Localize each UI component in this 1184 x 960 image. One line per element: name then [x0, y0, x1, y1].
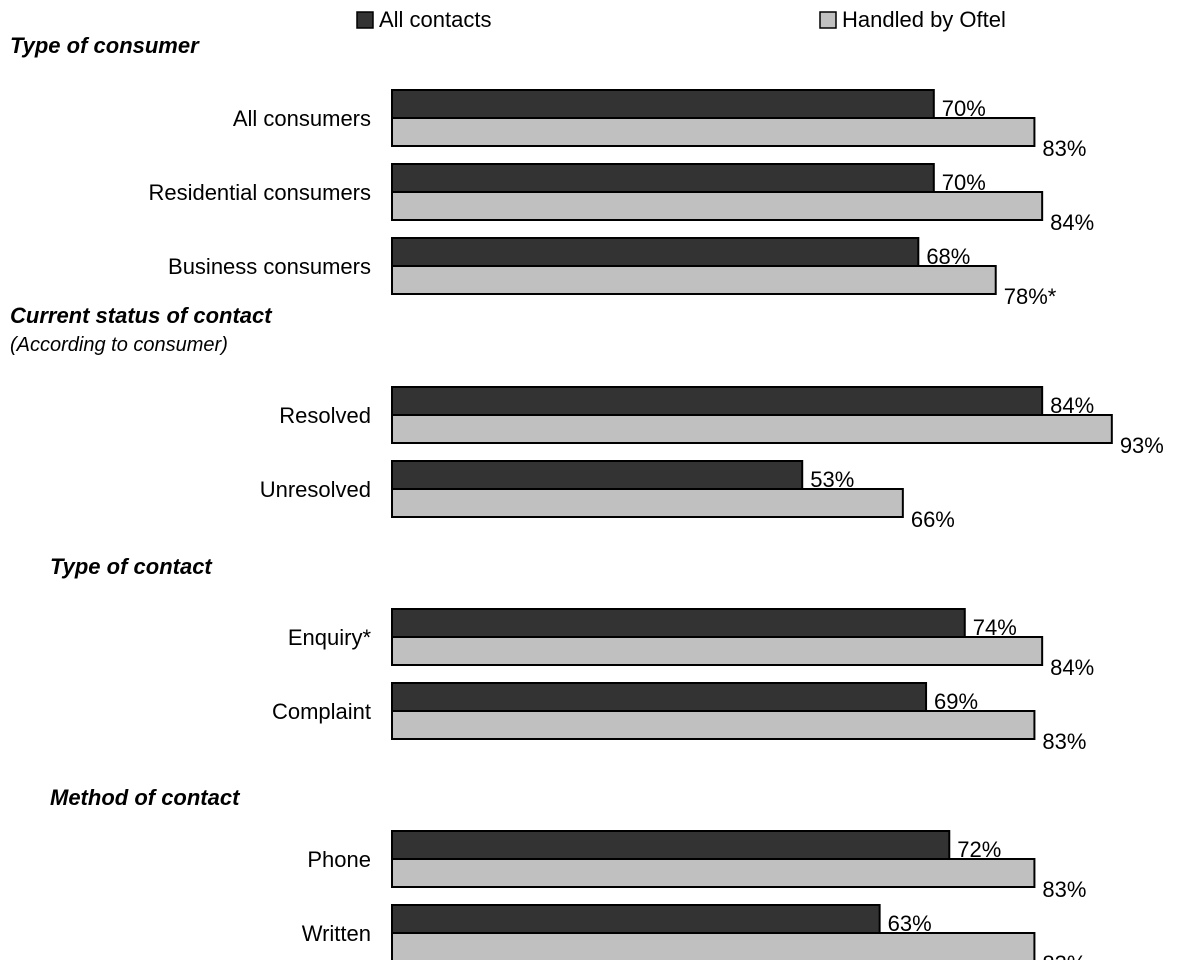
- bar-resolved-handled-by-oftel: [392, 415, 1112, 443]
- data-label-written-handled-by-oftel: 83%: [1042, 951, 1086, 960]
- group-heading-type-of-contact: Type of contact: [50, 554, 213, 579]
- category-label-business-consumers: Business consumers: [168, 254, 371, 279]
- bar-written-handled-by-oftel: [392, 933, 1034, 960]
- bar-written-all-contacts: [392, 905, 880, 933]
- legend-label-handled-by-oftel: Handled by Oftel: [842, 7, 1006, 32]
- group-heading-current-status: Current status of contact: [10, 303, 273, 328]
- category-label-enquiry: Enquiry*: [288, 625, 372, 650]
- bar-phone-all-contacts: [392, 831, 949, 859]
- bar-residential-consumers-all-contacts: [392, 164, 934, 192]
- data-label-business-consumers-handled-by-oftel: 78%*: [1004, 284, 1057, 309]
- category-label-resolved: Resolved: [279, 403, 371, 428]
- bar-phone-handled-by-oftel: [392, 859, 1034, 887]
- data-label-resolved-handled-by-oftel: 93%: [1120, 433, 1164, 458]
- data-label-phone-handled-by-oftel: 83%: [1042, 877, 1086, 902]
- data-label-unresolved-handled-by-oftel: 66%: [911, 507, 955, 532]
- bar-all-consumers-all-contacts: [392, 90, 934, 118]
- legend-label-all-contacts: All contacts: [379, 7, 492, 32]
- data-label-residential-consumers-handled-by-oftel: 84%: [1050, 210, 1094, 235]
- data-label-complaint-handled-by-oftel: 83%: [1042, 729, 1086, 754]
- bar-enquiry-handled-by-oftel: [392, 637, 1042, 665]
- bar-business-consumers-handled-by-oftel: [392, 266, 996, 294]
- group-subheading-current-status: (According to consumer): [10, 334, 228, 356]
- bar-resolved-all-contacts: [392, 387, 1042, 415]
- category-label-phone: Phone: [307, 847, 371, 872]
- category-label-all-consumers: All consumers: [233, 106, 371, 131]
- category-label-written: Written: [302, 921, 371, 946]
- bar-enquiry-all-contacts: [392, 609, 965, 637]
- bar-residential-consumers-handled-by-oftel: [392, 192, 1042, 220]
- group-heading-type-of-consumer: Type of consumer: [10, 33, 200, 58]
- legend: All contacts Handled by Oftel: [357, 7, 1006, 32]
- category-label-complaint: Complaint: [272, 699, 371, 724]
- group-heading-method-of-contact: Method of contact: [50, 785, 241, 810]
- bar-unresolved-all-contacts: [392, 461, 802, 489]
- category-label-unresolved: Unresolved: [260, 477, 371, 502]
- legend-swatch-handled-by-oftel: [820, 12, 836, 28]
- data-label-all-consumers-handled-by-oftel: 83%: [1042, 136, 1086, 161]
- bar-complaint-handled-by-oftel: [392, 711, 1034, 739]
- bar-complaint-all-contacts: [392, 683, 926, 711]
- legend-swatch-all-contacts: [357, 12, 373, 28]
- data-label-enquiry-handled-by-oftel: 84%: [1050, 655, 1094, 680]
- bar-all-consumers-handled-by-oftel: [392, 118, 1034, 146]
- category-label-residential-consumers: Residential consumers: [148, 180, 371, 205]
- group-headings: Type of consumer Current status of conta…: [10, 33, 273, 810]
- bars-layer: All consumers 70%83%Residential consumers…: [148, 90, 1163, 960]
- bar-unresolved-handled-by-oftel: [392, 489, 903, 517]
- bar-business-consumers-all-contacts: [392, 238, 918, 266]
